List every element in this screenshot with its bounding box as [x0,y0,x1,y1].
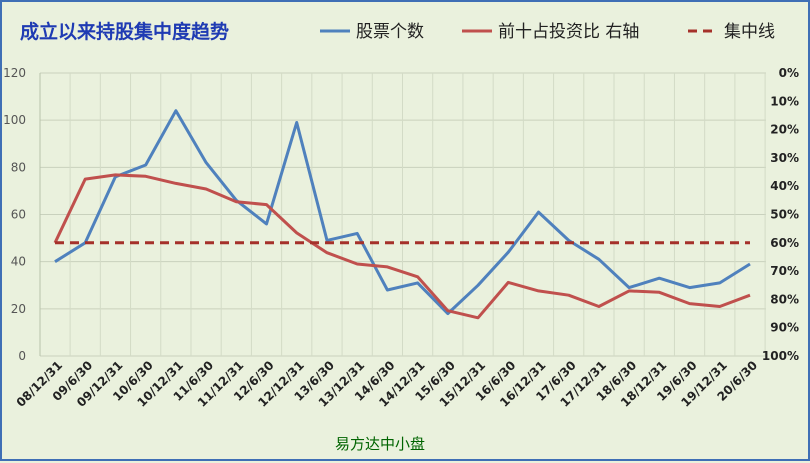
left-tick-label: 60 [11,208,26,222]
right-tick-label: 30% [770,151,799,165]
legend: 股票个数 前十占投资比 右轴 集中线 [320,22,775,42]
right-tick-label: 60% [770,236,799,250]
legend-label: 前十占投资比 右轴 [498,22,639,42]
right-tick-label: 80% [770,292,799,306]
left-tick-label: 40 [11,255,26,269]
x-axis-ticks: 08/12/3109/6/3009/12/3110/6/3010/12/3111… [14,358,761,410]
left-tick-label: 120 [3,66,26,80]
series-lines [53,109,751,320]
chart-subtitle: 易方达中小盘 [335,435,425,453]
right-tick-label: 100% [762,349,799,363]
grid-lines [39,72,766,357]
left-tick-label: 0 [18,349,26,363]
series-line-0 [54,109,751,316]
right-tick-label: 0% [779,66,799,80]
right-tick-label: 70% [770,264,799,278]
left-tick-label: 80 [11,160,26,174]
series-line-1 [53,173,751,320]
chart-title: 成立以来持股集中度趋势 [20,20,229,43]
right-tick-label: 10% [770,94,799,108]
left-tick-label: 20 [11,302,26,316]
right-tick-label: 40% [770,179,799,193]
left-tick-label: 100 [3,113,26,127]
right-tick-label: 90% [770,321,799,335]
legend-label: 集中线 [724,22,775,42]
right-tick-label: 50% [770,208,799,222]
right-tick-label: 20% [770,123,799,137]
right-axis-ticks: 0% 10% 20% 30% 40% 50% 60% 70% 80% 90% 100% [762,66,799,363]
left-axis-ticks: 0 20 40 60 80 100 120 [3,66,26,363]
legend-label: 股票个数 [356,22,424,42]
